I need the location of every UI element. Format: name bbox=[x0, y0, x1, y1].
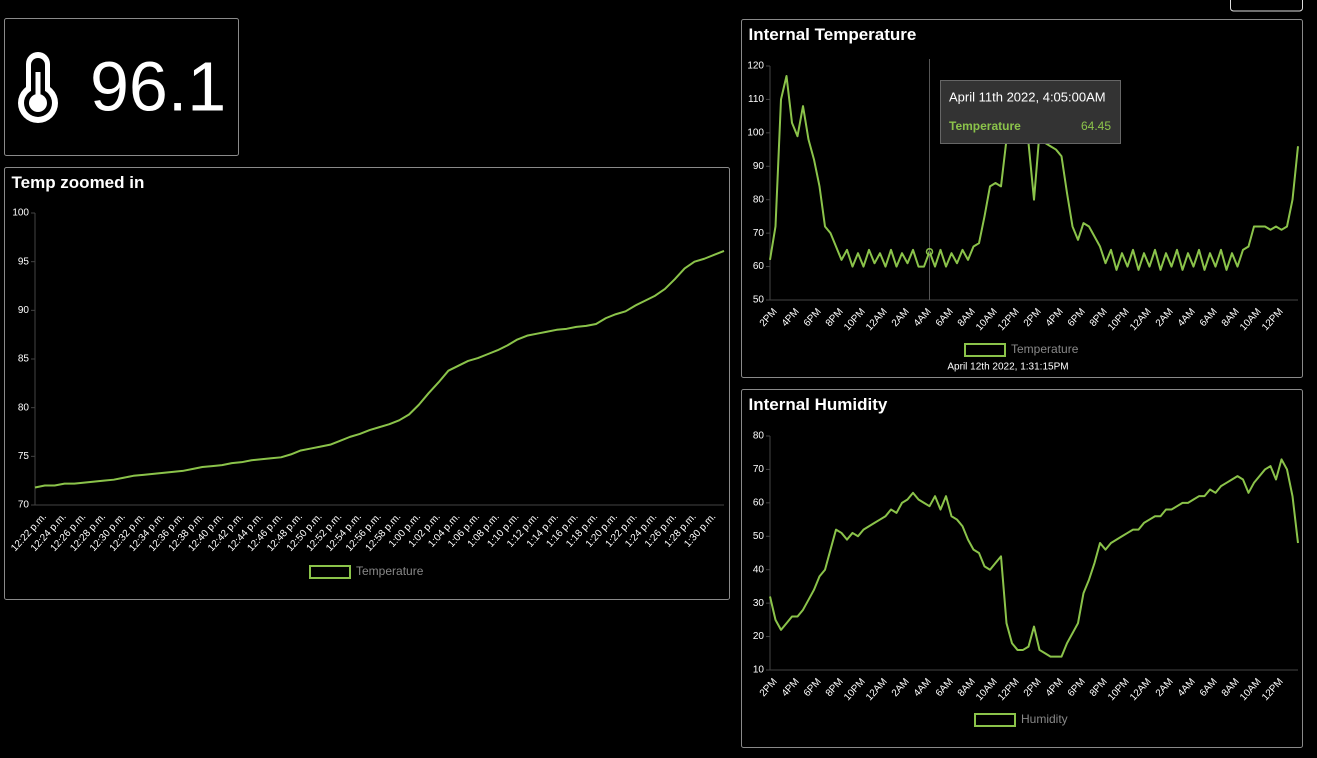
y-tick-label: 80 bbox=[18, 402, 30, 413]
legend-label: Temperature bbox=[1011, 342, 1079, 356]
data-line bbox=[769, 75, 1299, 271]
y-tick-label: 90 bbox=[753, 161, 765, 172]
panel bbox=[741, 19, 1303, 378]
y-tick-label: 20 bbox=[753, 631, 765, 642]
y-tick-label: 110 bbox=[748, 94, 764, 105]
y-tick-label: 85 bbox=[18, 354, 30, 365]
y-tick-label: 70 bbox=[753, 228, 765, 239]
y-tick-label: 70 bbox=[753, 464, 765, 475]
y-tick-label: 95 bbox=[18, 256, 30, 267]
y-tick-label: 50 bbox=[753, 531, 765, 542]
widget-value: 96.1 bbox=[90, 47, 226, 125]
chart-title: Internal Humidity bbox=[749, 395, 888, 414]
y-tick-label: 80 bbox=[753, 194, 765, 205]
y-tick-label: 100 bbox=[747, 127, 764, 138]
y-tick-label: 40 bbox=[753, 564, 765, 575]
y-tick-label: 30 bbox=[753, 598, 765, 609]
y-tick-label: 90 bbox=[18, 305, 30, 316]
y-tick-label: 120 bbox=[747, 61, 764, 72]
legend-swatch bbox=[964, 343, 1006, 357]
legend-swatch bbox=[309, 565, 351, 579]
chart-panel: Internal Temperature50607080901001101202… bbox=[741, 19, 1303, 378]
tooltip-value: 64.45 bbox=[1081, 119, 1111, 133]
y-tick-label: 60 bbox=[753, 261, 765, 272]
thermometer-icon bbox=[18, 52, 58, 123]
tooltip-time: April 11th 2022, 4:05:00AM bbox=[949, 89, 1106, 104]
y-tick-label: 10 bbox=[753, 665, 765, 676]
data-line bbox=[34, 250, 725, 489]
y-tick-label: 75 bbox=[18, 451, 30, 462]
data-line bbox=[769, 458, 1299, 658]
panel bbox=[741, 389, 1303, 748]
tooltip bbox=[940, 80, 1121, 144]
y-tick-label: 60 bbox=[753, 497, 765, 508]
chart-title: Internal Temperature bbox=[749, 25, 917, 44]
legend-label: Humidity bbox=[1021, 712, 1068, 726]
y-tick-label: 70 bbox=[18, 500, 30, 511]
tooltip-label: Temperature bbox=[949, 119, 1021, 133]
y-tick-label: 80 bbox=[753, 431, 765, 442]
y-tick-label: 100 bbox=[12, 208, 29, 219]
value-widget bbox=[4, 18, 239, 156]
legend-label: Temperature bbox=[356, 564, 424, 578]
panel bbox=[4, 167, 730, 600]
legend-swatch bbox=[974, 713, 1016, 727]
chart-title: Temp zoomed in bbox=[12, 173, 145, 192]
y-tick-label: 50 bbox=[753, 295, 765, 306]
hover-point bbox=[925, 247, 934, 256]
timestamp: April 12th 2022, 1:31:15PM bbox=[947, 362, 1068, 373]
menu-button[interactable] bbox=[1230, 0, 1303, 12]
